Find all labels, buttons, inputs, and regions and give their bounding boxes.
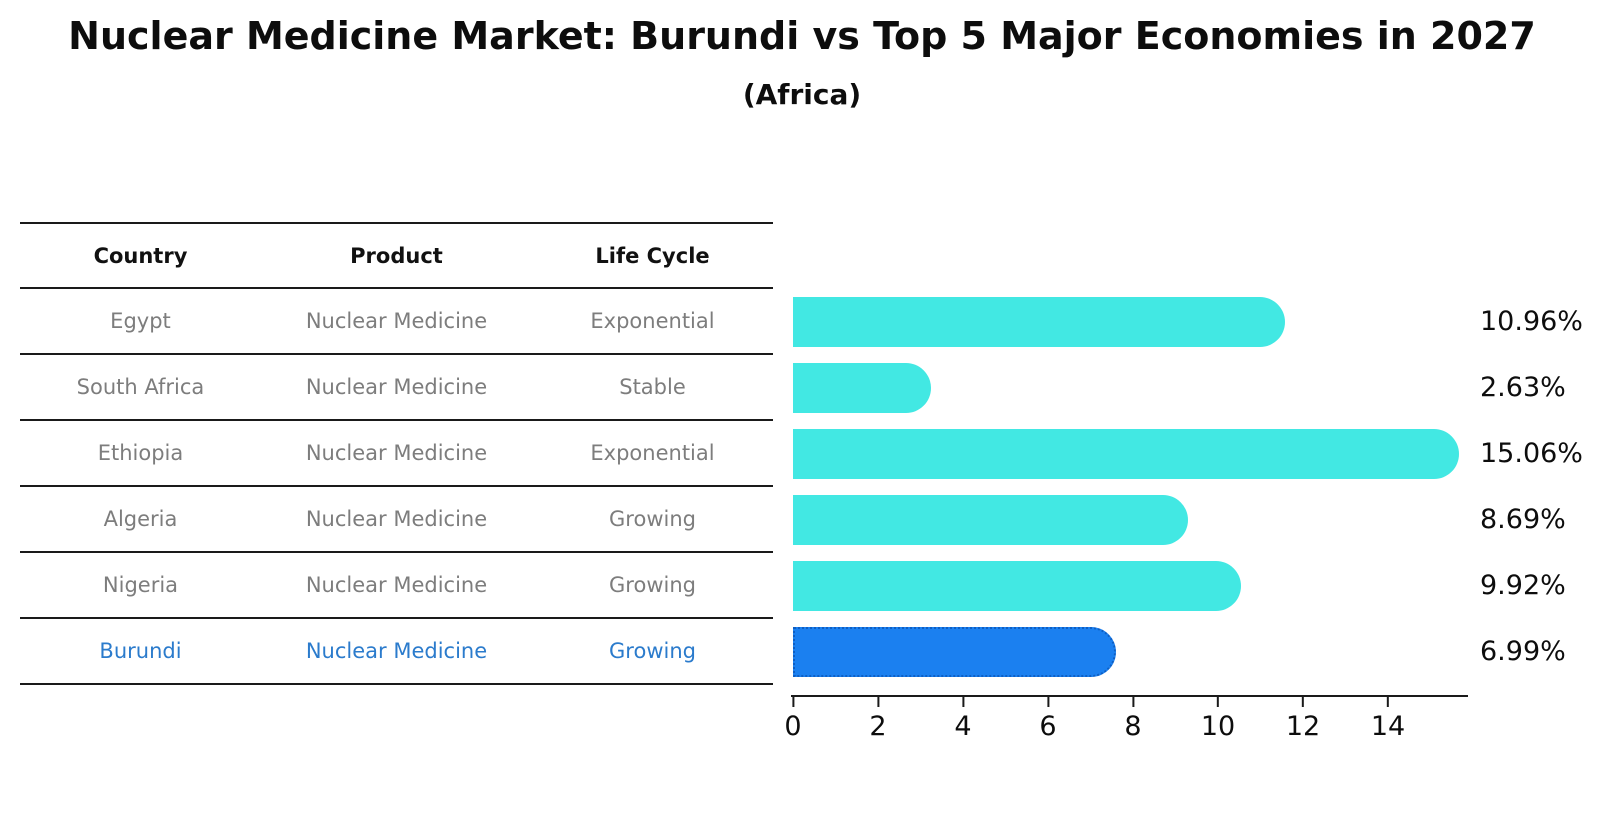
tick-label: 10	[1200, 711, 1236, 742]
value-label: 10.96%	[1480, 306, 1583, 337]
header-product: Product	[350, 243, 443, 268]
tick-mark	[1216, 697, 1219, 707]
tick-mark	[1301, 697, 1304, 707]
chart-title: Nuclear Medicine Market: Burundi vs Top …	[68, 14, 1536, 58]
table-row: South Africa Nuclear Medicine Stable	[20, 355, 773, 421]
product-cell: Nuclear Medicine	[305, 441, 488, 465]
tick-label: 0	[784, 711, 802, 742]
x-axis-line	[791, 695, 1468, 697]
header-life-cycle: Life Cycle	[595, 243, 710, 268]
product-cell: Nuclear Medicine	[305, 375, 488, 399]
x-axis-tick: 14	[1371, 697, 1405, 742]
x-axis-tick: 10	[1201, 697, 1235, 742]
market-share-bar	[793, 429, 1460, 479]
life-cycle-cell: Growing	[609, 507, 696, 531]
x-axis-tick: 12	[1286, 697, 1320, 742]
value-label: 15.06%	[1480, 438, 1583, 469]
table-row: Egypt Nuclear Medicine Exponential	[20, 289, 773, 355]
tick-mark	[792, 697, 794, 707]
market-share-bar-burundi-highlight	[793, 627, 1117, 677]
country-cell: Nigeria	[102, 573, 179, 597]
product-cell: Nuclear Medicine	[305, 639, 488, 663]
country-cell: Algeria	[103, 507, 178, 531]
header-country: Country	[93, 243, 188, 268]
tick-label: 8	[1124, 711, 1142, 742]
tick-mark	[1047, 697, 1049, 707]
tick-label: 14	[1370, 711, 1406, 742]
life-cycle-cell: Exponential	[590, 441, 715, 465]
tick-mark	[1132, 697, 1134, 707]
tick-label: 6	[1039, 711, 1057, 742]
value-label: 6.99%	[1480, 636, 1566, 667]
tick-label: 2	[869, 711, 887, 742]
x-axis-tick: 0	[784, 697, 802, 742]
table-row: Ethiopia Nuclear Medicine Exponential	[20, 421, 773, 487]
x-axis-tick: 8	[1124, 697, 1142, 742]
table-row: Nigeria Nuclear Medicine Growing	[20, 553, 773, 619]
value-label: 2.63%	[1480, 372, 1566, 403]
tick-label: 12	[1285, 711, 1321, 742]
table-row: Algeria Nuclear Medicine Growing	[20, 487, 773, 553]
chart-subtitle: (Africa)	[742, 78, 862, 111]
life-cycle-cell: Exponential	[590, 309, 715, 333]
value-label: 8.69%	[1480, 504, 1566, 535]
country-table: Country Product Life Cycle Egypt Nuclear…	[20, 222, 773, 685]
market-share-bar	[793, 561, 1241, 611]
product-cell: Nuclear Medicine	[305, 573, 488, 597]
x-axis-tick: 2	[869, 697, 887, 742]
x-axis-tick: 6	[1039, 697, 1057, 742]
tick-mark	[1386, 697, 1389, 707]
tick-label: 4	[954, 711, 972, 742]
country-cell: Burundi	[99, 639, 182, 663]
product-cell: Nuclear Medicine	[305, 507, 488, 531]
life-cycle-cell: Growing	[609, 639, 696, 663]
product-cell: Nuclear Medicine	[305, 309, 488, 333]
market-share-bar	[793, 363, 931, 413]
country-cell: South Africa	[76, 375, 205, 399]
tick-mark	[877, 697, 879, 707]
table-row-burundi-highlight: Burundi Nuclear Medicine Growing	[20, 619, 773, 685]
x-axis-tick: 4	[954, 697, 972, 742]
tick-mark	[962, 697, 964, 707]
life-cycle-cell: Stable	[619, 375, 686, 399]
country-cell: Egypt	[110, 309, 171, 333]
table-header-row: Country Product Life Cycle	[20, 222, 773, 289]
value-label: 9.92%	[1480, 570, 1566, 601]
life-cycle-cell: Growing	[609, 573, 696, 597]
market-share-bar	[793, 495, 1189, 545]
market-share-bar	[793, 297, 1285, 347]
country-cell: Ethiopia	[97, 441, 184, 465]
